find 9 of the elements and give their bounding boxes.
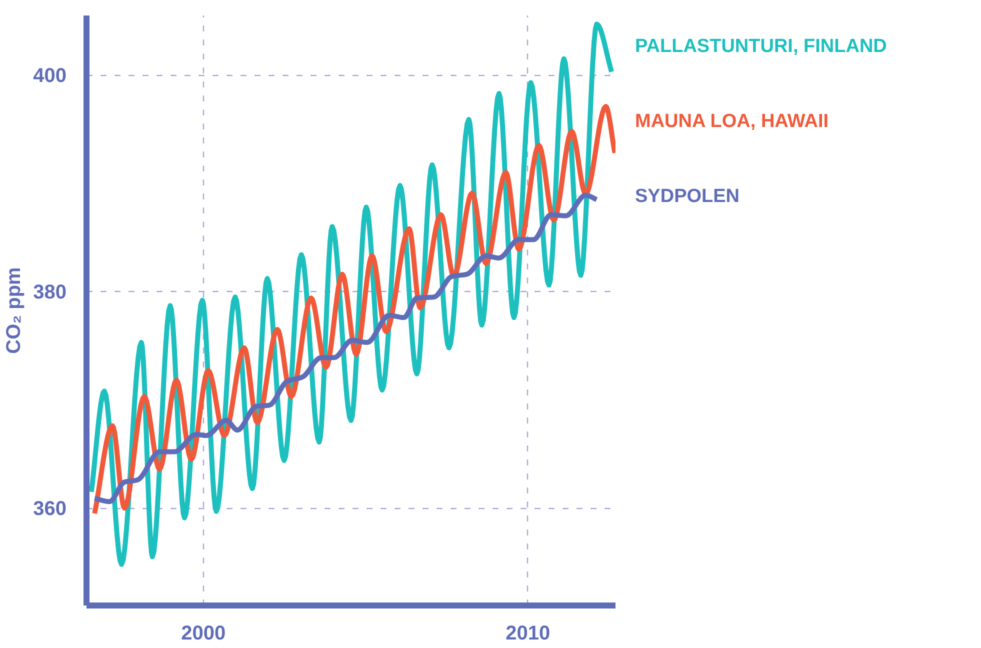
series-label: PALLASTUNTURI, FINLAND [635, 36, 887, 59]
y-tick-label: 360 [33, 498, 67, 520]
text: SYDPOLEN [635, 186, 741, 209]
series-label: MAUNA LOA, HAWAII [635, 111, 830, 134]
y-axis-title: CO₂ ppm [3, 267, 26, 354]
y-tick-label: 380 [33, 282, 67, 304]
y-tick-label: 400 [33, 65, 67, 88]
x-tick-label: 2010 [506, 622, 550, 644]
x-tick-label: 2000 [181, 622, 226, 644]
